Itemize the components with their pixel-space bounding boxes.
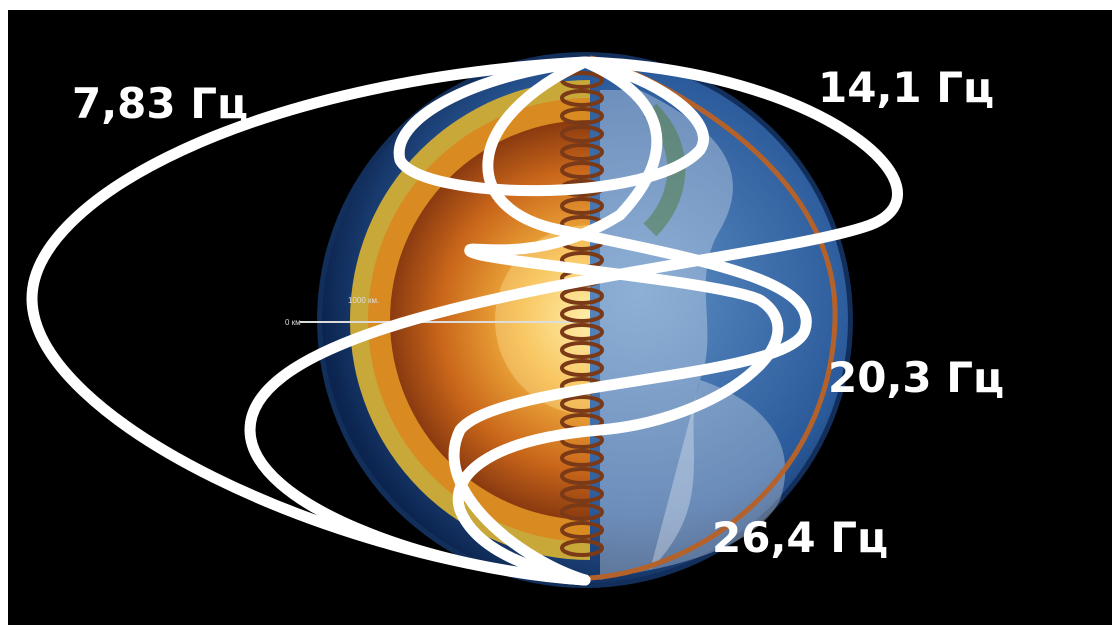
label-f4: 26,4 Гц — [712, 513, 888, 562]
wave-3b — [448, 56, 812, 586]
helix-coil — [560, 143, 604, 161]
label-f3: 20,3 Гц — [828, 353, 1004, 402]
helix-coil — [560, 305, 604, 323]
helix-coil — [560, 449, 604, 467]
helix-coil — [560, 89, 604, 107]
helix-coil — [560, 521, 604, 539]
wave-3a — [393, 56, 709, 197]
helix-coil — [560, 539, 604, 557]
continents — [600, 90, 786, 580]
helix-coil — [560, 197, 604, 215]
scale-start: 0 км — [285, 318, 301, 327]
helix-coil — [560, 125, 604, 143]
cutaway — [350, 80, 590, 560]
wave-2 — [244, 56, 903, 586]
helix-coil — [560, 323, 604, 341]
helix-coil — [560, 503, 604, 521]
helix-coil — [560, 359, 604, 377]
scale-mark: 1000 км. — [348, 296, 379, 305]
waves — [26, 56, 903, 586]
helix-coil — [560, 107, 604, 125]
wave-1 — [26, 56, 591, 586]
label-f2: 14,1 Гц — [818, 63, 994, 112]
wave-4 — [452, 56, 784, 586]
helix-coil — [560, 161, 604, 179]
helix-coil — [560, 341, 604, 359]
helix-coil — [560, 395, 604, 413]
label-f1: 7,83 Гц — [72, 79, 248, 128]
helix-coil — [560, 485, 604, 503]
helix-coil — [560, 287, 604, 305]
helix-coil — [560, 467, 604, 485]
